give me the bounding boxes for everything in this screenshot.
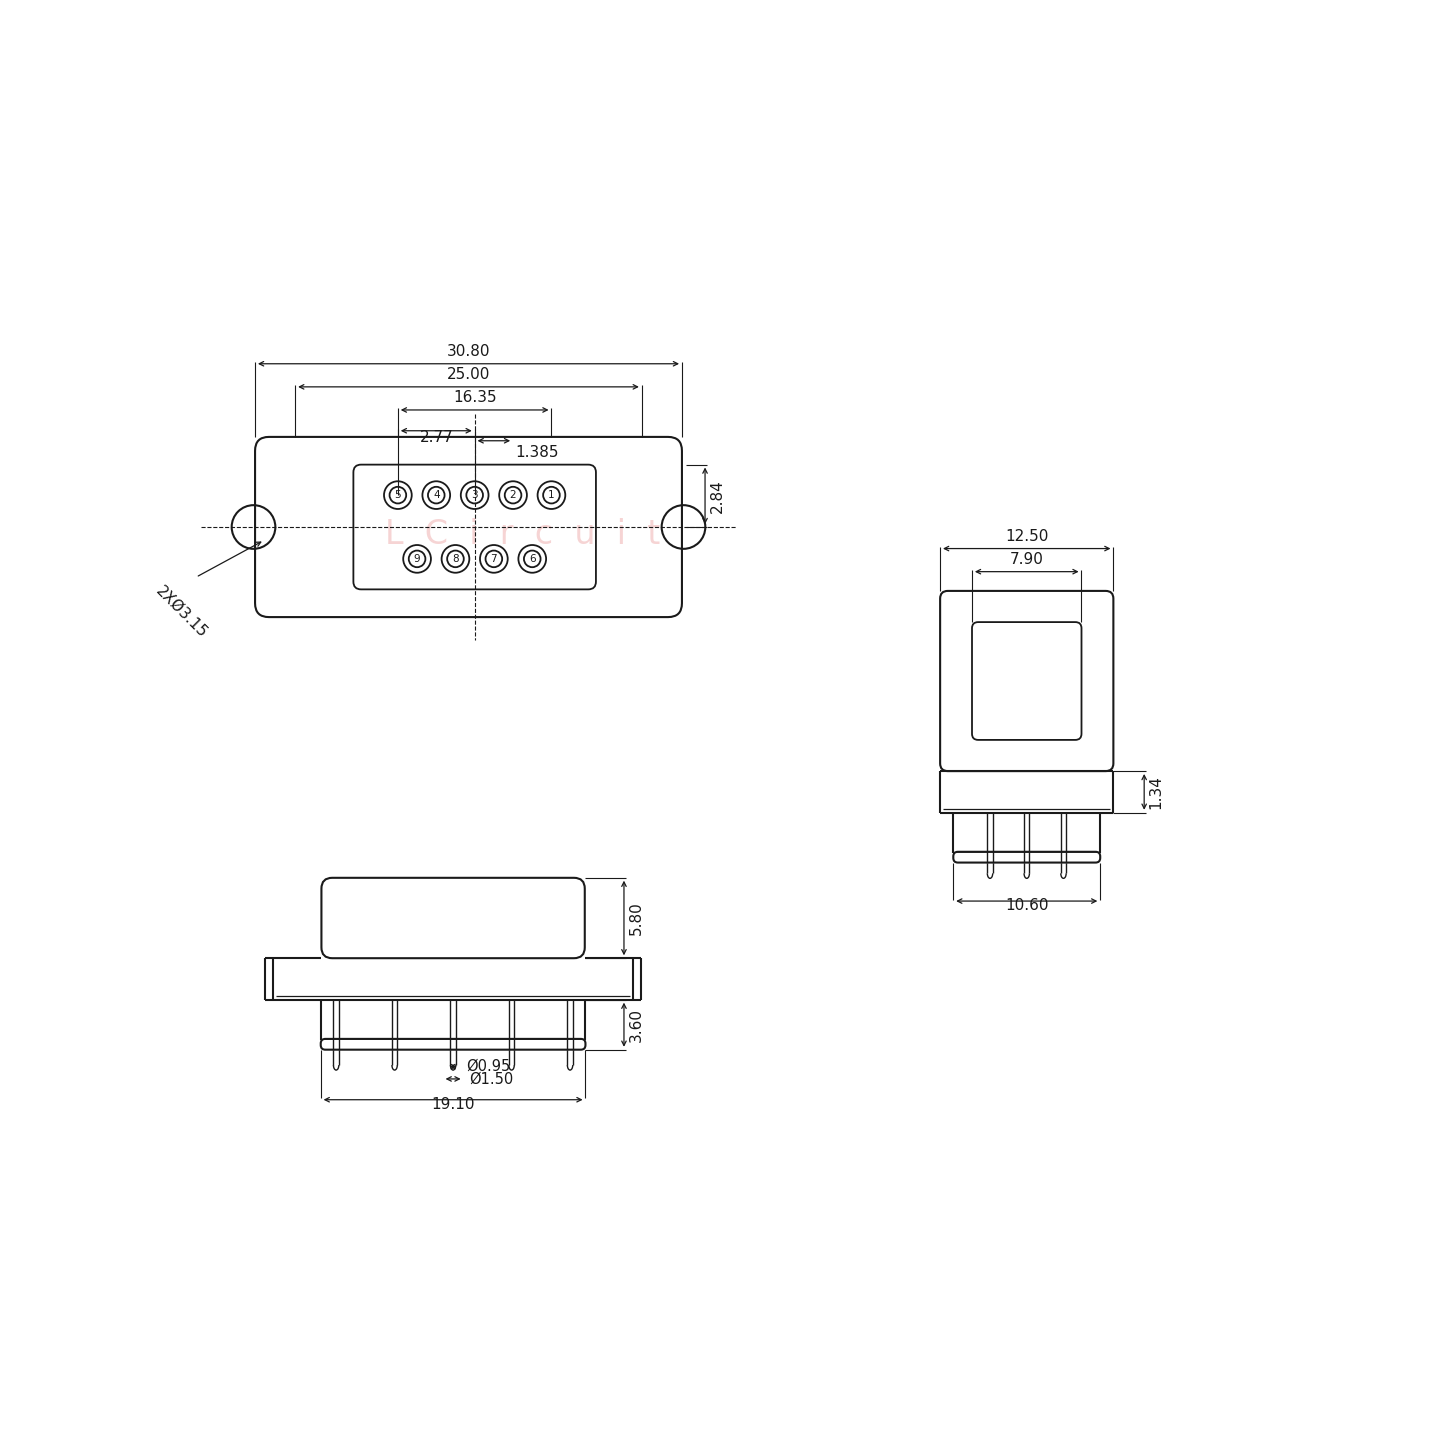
Text: 3: 3 [471, 490, 478, 500]
Text: 19.10: 19.10 [432, 1097, 475, 1112]
Text: 30.80: 30.80 [446, 344, 490, 359]
Text: 8: 8 [452, 554, 459, 564]
Text: 16.35: 16.35 [452, 390, 497, 405]
Text: 4: 4 [433, 490, 439, 500]
Text: L  C  i  r  c  u  i  t: L C i r c u i t [384, 518, 660, 552]
Text: Ø1.50: Ø1.50 [469, 1071, 514, 1086]
Text: 3.60: 3.60 [629, 1008, 644, 1041]
Text: 12.50: 12.50 [1005, 528, 1048, 544]
Text: 5.80: 5.80 [629, 901, 644, 935]
Text: 1: 1 [549, 490, 554, 500]
Text: 25.00: 25.00 [446, 367, 490, 382]
Text: 2.84: 2.84 [710, 480, 724, 513]
Text: 2XØ3.15: 2XØ3.15 [153, 583, 210, 641]
Text: 2: 2 [510, 490, 517, 500]
Text: 6: 6 [528, 554, 536, 564]
Text: 5: 5 [395, 490, 402, 500]
Text: 9: 9 [413, 554, 420, 564]
Text: 1.385: 1.385 [516, 445, 559, 461]
Text: 1.34: 1.34 [1149, 775, 1164, 809]
Text: 7.90: 7.90 [1009, 552, 1044, 567]
Text: Ø0.95: Ø0.95 [467, 1058, 510, 1074]
Text: 10.60: 10.60 [1005, 899, 1048, 913]
Text: 7: 7 [491, 554, 497, 564]
Text: 2.77: 2.77 [419, 429, 454, 445]
